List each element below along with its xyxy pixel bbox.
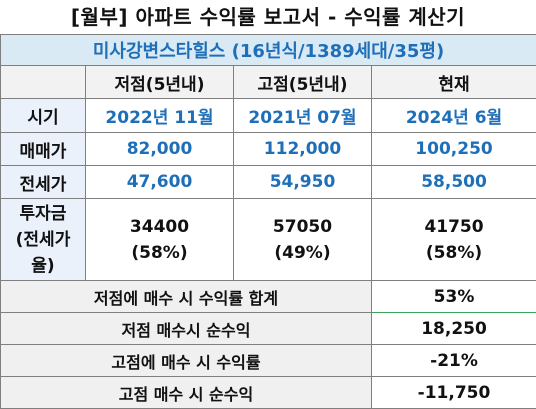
summary-label-low-profit: 저점 매수시 순수익 [1,313,372,345]
summary-label-high-profit: 고점 매수 시 순수익 [1,377,372,409]
summary-value-low-return[interactable]: 53% [372,281,536,313]
investment-label-line-1: 투자금 [1,201,85,227]
sale-high: 112,000 [234,133,372,166]
sale-current: 100,250 [372,133,536,166]
period-current: 2024년 6월 [372,99,536,133]
apartment-name: 미사강변스타힐스 (16년식/1389세대/35평) [1,35,536,66]
period-high: 2021년 07월 [234,99,372,133]
summary-value-high-return: -21% [372,345,536,377]
summary-value-low-profit: 18,250 [372,313,536,345]
investment-high: 57050 (49%) [234,199,372,281]
row-label-investment: 투자금 (전세가 율) [1,199,86,281]
summary-label-low-return: 저점에 매수 시 수익률 합계 [1,281,372,313]
investment-label-line-2: (전세가 [1,227,85,253]
jeonse-high: 54,950 [234,166,372,199]
investment-low-amount: 34400 [86,214,233,240]
page-title: [월부] 아파트 수익률 보고서 - 수익률 계산기 [0,0,536,34]
summary-value-high-profit: -11,750 [372,377,536,409]
investment-low: 34400 (58%) [86,199,234,281]
header-high: 고점(5년내) [234,66,372,99]
summary-label-high-return: 고점에 매수 시 수익률 [1,345,372,377]
calculator-table: 미사강변스타힐스 (16년식/1389세대/35평) 저점(5년내) 고점(5년… [0,34,536,409]
investment-current-ratio: (58%) [372,240,536,266]
header-corner [1,66,86,99]
investment-label-line-3: 율) [1,253,85,279]
row-label-sale: 매매가 [1,133,86,166]
jeonse-current: 58,500 [372,166,536,199]
header-current: 현재 [372,66,536,99]
row-label-period: 시기 [1,99,86,133]
row-label-jeonse: 전세가 [1,166,86,199]
period-low: 2022년 11월 [86,99,234,133]
investment-current-amount: 41750 [372,214,536,240]
investment-low-ratio: (58%) [86,240,233,266]
investment-current: 41750 (58%) [372,199,536,281]
jeonse-low: 47,600 [86,166,234,199]
header-low: 저점(5년내) [86,66,234,99]
investment-high-ratio: (49%) [234,240,371,266]
sale-low: 82,000 [86,133,234,166]
investment-high-amount: 57050 [234,214,371,240]
